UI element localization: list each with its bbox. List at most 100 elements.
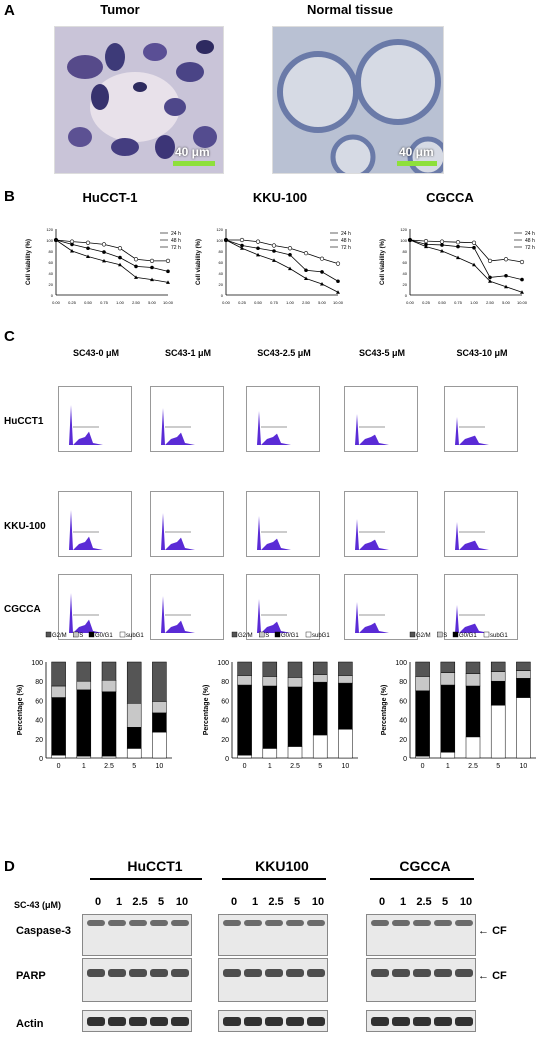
wb-group-title-2: KKU100 (255, 858, 309, 874)
flow-histogram (444, 574, 518, 640)
x-tick-label: 10 (342, 763, 350, 770)
data-point (86, 246, 90, 251)
flow-column-title: SC43-2.5 μM (257, 348, 311, 358)
y-tick-label: 20 (399, 737, 407, 744)
x-tick-label: 5.00 (318, 300, 327, 305)
blot-band (455, 969, 473, 977)
blot-band (455, 1017, 473, 1026)
bar-segment (465, 685, 481, 738)
x-tick-label: 1 (268, 763, 272, 770)
blot-band (371, 969, 389, 977)
blot-band (87, 1017, 105, 1026)
x-tick-label: 10 (520, 763, 528, 770)
dose-value: 2.5 (268, 896, 284, 908)
data-point (117, 246, 123, 251)
y-tick-label: 0 (403, 756, 407, 763)
data-point (456, 244, 460, 249)
y-tick-label: 0 (405, 293, 408, 298)
normal-tissue-micrograph: 40 μm (272, 26, 444, 174)
x-tick-label: 2.5 (290, 763, 300, 770)
y-tick-label: 20 (49, 282, 54, 287)
x-tick-label: 1 (82, 763, 86, 770)
flow-row-label: HuCCT1 (4, 416, 44, 427)
data-point (503, 257, 509, 262)
bar-segment (101, 755, 117, 759)
bar-segment (237, 675, 252, 686)
blot-band (371, 1017, 389, 1026)
bar-segment (126, 748, 142, 759)
data-point (424, 242, 428, 247)
data-point (101, 242, 107, 247)
legend-label: 72 h (525, 245, 535, 251)
blot-band (413, 969, 431, 977)
bar-chart-title: KKU-100 (265, 612, 307, 615)
bar-segment (152, 661, 167, 702)
x-tick-label: 0 (421, 763, 425, 770)
viability-charts: 0 20 40 60 80 100 120 0.00 0.25 0.50 0.75 1.00 2.50 5… (26, 227, 535, 305)
y-tick-label: 20 (219, 282, 224, 287)
bar-segment (440, 672, 456, 686)
data-point (304, 276, 308, 280)
bar-segment (516, 670, 531, 679)
line-chart-title-1: HuCCT-1 (82, 190, 138, 205)
scale-bar (173, 161, 215, 166)
bar-segment (440, 684, 456, 753)
line-chart-2: 0 20 40 60 80 100 120 0.00 0.25 0.50 0.75 1.00 2.50 5… (196, 227, 351, 305)
y-tick-label: 120 (216, 227, 223, 232)
blot-band (286, 969, 304, 977)
data-point (102, 258, 106, 263)
x-tick-label: 2.5 (468, 763, 478, 770)
flow-row-label: CGCCA (4, 604, 41, 615)
x-tick-label: 1.00 (470, 300, 479, 305)
bar-chart-2: KKU-100G2/MSG0/G1subG1020406080100Percen… (203, 612, 358, 770)
bar-segment (465, 736, 481, 759)
series-line (226, 239, 339, 265)
bar-chart-title: HuCCT1 (80, 612, 120, 615)
x-tick-label: 5 (318, 763, 322, 770)
wb-row-actin: Actin (16, 1018, 44, 1030)
bar-segment (312, 661, 328, 675)
data-point (520, 290, 524, 294)
dose-label: SC-43 (μM) (14, 900, 62, 910)
blot-strip (366, 914, 476, 956)
data-point (303, 251, 309, 256)
bar-segment (152, 701, 167, 714)
x-tick-label: 2.5 (104, 763, 114, 770)
bar-segment (287, 686, 303, 747)
legend-swatch (483, 631, 490, 638)
x-tick-label: 0 (243, 763, 247, 770)
blot-band (307, 1017, 325, 1026)
blot-band (307, 920, 325, 926)
dose-value: 5 (441, 896, 449, 908)
data-point (133, 257, 139, 262)
legend-label: 48 h (171, 238, 181, 244)
flow-histogram (58, 386, 132, 452)
x-tick-label: 5.00 (502, 300, 511, 305)
bar-segment (338, 682, 353, 730)
bar-segment (101, 679, 117, 693)
x-tick-label: 0.25 (68, 300, 77, 305)
bar-segment (237, 754, 252, 759)
x-tick-label: 1.00 (286, 300, 295, 305)
x-tick-label: 5 (132, 763, 136, 770)
bar-segment (287, 677, 303, 688)
bar-segment (516, 661, 531, 671)
bar-chart-1: HuCCT1G2/MSG0/G1subG1020406080100Percent… (17, 612, 172, 770)
flow-histogram (246, 574, 320, 640)
bar-segment (262, 748, 278, 759)
series-line (409, 239, 523, 293)
data-point (240, 243, 244, 248)
series-line (225, 239, 339, 293)
line-chart-1: 0 20 40 60 80 100 120 0.00 0.25 0.50 0.75 1.00 2.50 5… (26, 227, 181, 305)
dose-value: 10 (311, 896, 325, 908)
bar-segment (126, 703, 142, 728)
y-tick-label: 20 (35, 737, 43, 744)
flow-histogram (344, 491, 418, 557)
flow-histogram (344, 574, 418, 640)
cell-cycle-charts: HuCCT1G2/MSG0/G1subG1020406080100Percent… (17, 612, 536, 770)
dose-value: 2.5 (416, 896, 432, 908)
blot-band (223, 1017, 241, 1026)
blot-strip (82, 958, 192, 1002)
bar-segment (312, 734, 328, 759)
data-point (471, 240, 477, 245)
